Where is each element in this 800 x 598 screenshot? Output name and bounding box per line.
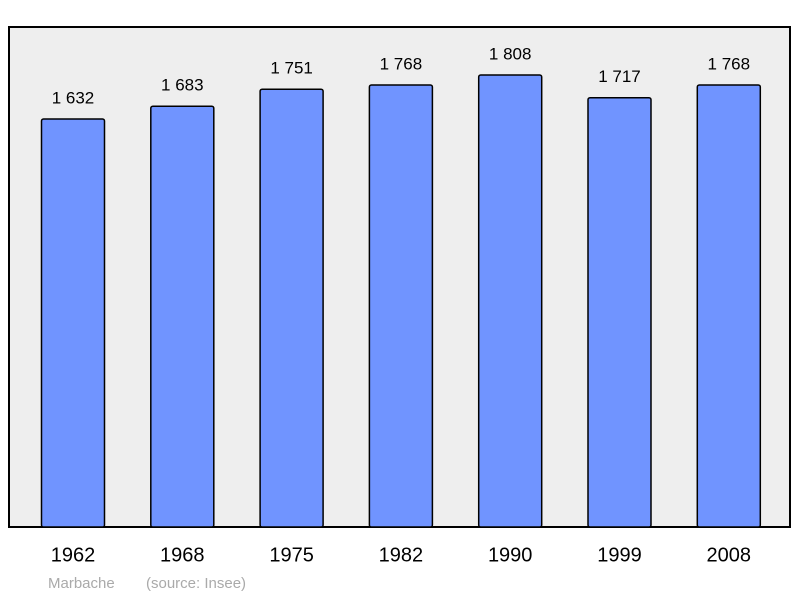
x-tick-label: 1990 [488,544,533,566]
value-label: 1 717 [598,67,641,86]
value-label: 1 768 [708,54,751,73]
value-label: 1 683 [161,76,204,95]
bar [368,84,434,528]
value-label: 1 751 [270,59,313,78]
x-tick-label: 1968 [160,544,205,566]
x-tick-label: 1982 [379,544,424,566]
bar [259,88,324,528]
bar [40,118,106,528]
bar [587,97,652,528]
x-tick-label: 2008 [707,544,752,566]
bar [150,105,215,528]
source: (source: Insee) [146,575,246,592]
value-label: 1 632 [52,88,95,107]
value-label: 1 808 [489,44,532,63]
bar [696,84,762,528]
caption: Marbache [48,575,115,592]
x-tick-label: 1962 [51,544,96,566]
value-label: 1 768 [380,54,423,73]
x-tick-label: 1975 [269,544,314,566]
bar [477,74,543,528]
x-tick-label: 1999 [597,544,642,566]
